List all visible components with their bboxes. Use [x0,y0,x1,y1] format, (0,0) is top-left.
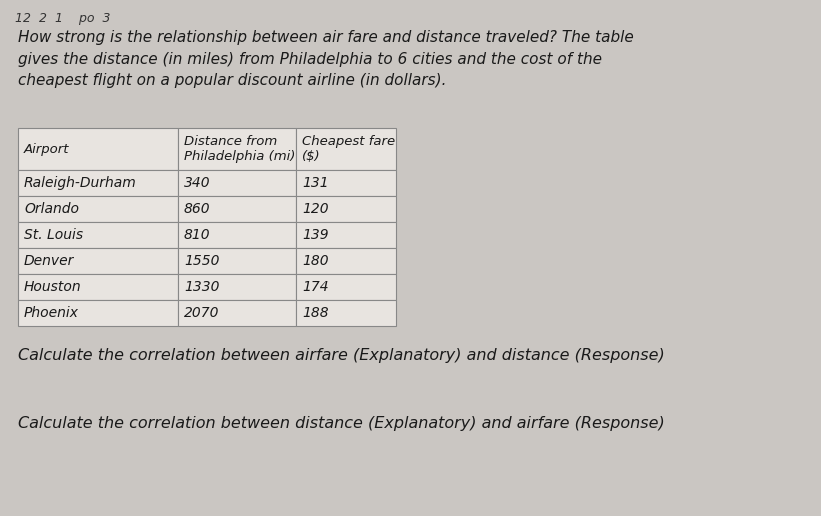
Text: 1330: 1330 [184,280,219,294]
Bar [178,248,296,274]
Text: St. Louis: St. Louis [24,228,83,242]
Text: How strong is the relationship between air fare and distance traveled? The table: How strong is the relationship between a… [18,30,634,88]
Bar [296,274,396,300]
Bar [296,248,396,274]
Text: 860: 860 [184,202,211,216]
Text: 340: 340 [184,176,211,190]
Bar [178,170,296,196]
Bar [296,300,396,326]
Bar [178,274,296,300]
Bar [178,128,296,170]
Bar [178,222,296,248]
Bar [178,300,296,326]
Text: Raleigh-Durham: Raleigh-Durham [24,176,137,190]
Text: 1550: 1550 [184,254,219,268]
Bar [296,128,396,170]
Text: Airport: Airport [24,142,70,155]
Text: 139: 139 [302,228,328,242]
Bar [296,222,396,248]
Text: 131: 131 [302,176,328,190]
Text: Houston: Houston [24,280,81,294]
Text: Orlando: Orlando [24,202,79,216]
Text: 188: 188 [302,306,328,320]
Text: Calculate the correlation between airfare (Explanatory) and distance (Response): Calculate the correlation between airfar… [18,348,665,363]
Bar [296,170,396,196]
Bar [18,196,178,222]
Text: 180: 180 [302,254,328,268]
Bar [296,196,396,222]
Bar [18,300,178,326]
Bar [18,170,178,196]
Text: 12  2  1    po  3: 12 2 1 po 3 [15,12,111,25]
Text: Denver: Denver [24,254,75,268]
Text: Phoenix: Phoenix [24,306,79,320]
Bar [178,196,296,222]
Text: Cheapest fare
($): Cheapest fare ($) [302,135,395,163]
Text: 120: 120 [302,202,328,216]
Text: Distance from
Philadelphia (mi): Distance from Philadelphia (mi) [184,135,296,163]
Bar [18,222,178,248]
Text: 810: 810 [184,228,211,242]
Text: 174: 174 [302,280,328,294]
Text: 2070: 2070 [184,306,219,320]
Bar [18,248,178,274]
Bar [18,274,178,300]
Text: Calculate the correlation between distance (Explanatory) and airfare (Response): Calculate the correlation between distan… [18,416,665,431]
Bar [18,128,178,170]
